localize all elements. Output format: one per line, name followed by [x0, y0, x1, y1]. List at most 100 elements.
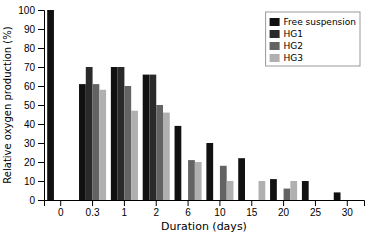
y-axis-line — [38, 11, 45, 201]
x-tick: 25 — [310, 200, 322, 218]
x-tick: 0.3 — [86, 200, 100, 218]
y-tick-label: 90 — [24, 24, 36, 35]
bar-series — [99, 90, 297, 200]
bar — [213, 200, 220, 201]
bar-series — [93, 84, 291, 200]
y-tick-label: 10 — [24, 176, 36, 187]
legend-item: HG2 — [270, 41, 303, 51]
y-tick-label: 70 — [24, 62, 36, 73]
y-tick-label: 20 — [24, 157, 36, 168]
x-tick-label: 0.3 — [86, 207, 100, 218]
x-axis-title: Duration (days) — [161, 220, 247, 233]
y-tick-mark — [38, 143, 44, 144]
y-tick-mark — [38, 200, 44, 201]
x-tick: 20 — [278, 200, 290, 218]
x-tick: 15 — [246, 200, 258, 218]
x-tick-mark — [283, 200, 284, 206]
x-tick: 6 — [185, 200, 191, 218]
y-tick-mark — [38, 124, 44, 125]
bar — [284, 189, 291, 200]
y-tick-label: 50 — [24, 100, 36, 111]
bar — [354, 200, 361, 201]
bar — [124, 86, 131, 200]
bar — [309, 200, 316, 201]
bar — [54, 200, 61, 201]
x-tick: 30 — [342, 200, 354, 218]
y-tick-mark — [38, 67, 44, 68]
bar — [47, 10, 54, 200]
y-tick-label: 0 — [29, 195, 35, 206]
chart: 0 10 20 30 40 50 60 70 80 90 100 0 0.3 1 2 6 10 15 20 25 30 F… — [0, 0, 374, 234]
bar — [175, 126, 182, 200]
bar — [181, 200, 188, 201]
y-tick-mark — [38, 48, 44, 49]
x-tick-label: 25 — [310, 207, 322, 218]
bar — [341, 200, 348, 201]
x-tick-label: 15 — [246, 207, 258, 218]
bar — [252, 200, 259, 201]
bar — [245, 200, 252, 201]
bar — [99, 90, 106, 200]
legend-swatch — [270, 18, 280, 26]
x-tick-label: 10 — [214, 207, 226, 218]
x-tick: 10 — [214, 200, 226, 218]
bar — [149, 75, 156, 200]
bar — [67, 200, 74, 201]
x-tick-label: 30 — [342, 207, 354, 218]
bar — [290, 181, 297, 200]
bar — [111, 67, 118, 200]
y-axis: 0 10 20 30 40 50 60 70 80 90 100 — [18, 5, 44, 206]
x-tick-label: 1 — [122, 207, 128, 218]
bar — [195, 162, 202, 200]
bar — [206, 143, 213, 200]
x-tick-mark — [347, 200, 348, 206]
bar — [188, 160, 195, 200]
legend-swatch — [270, 42, 280, 50]
legend-label: HG3 — [284, 53, 303, 63]
bar — [277, 200, 284, 201]
y-tick-label: 30 — [24, 138, 36, 149]
bar — [270, 179, 277, 200]
bar — [131, 111, 138, 200]
legend-label: HG1 — [284, 29, 303, 39]
x-tick-mark — [315, 200, 316, 206]
x-tick-label: 0 — [58, 207, 64, 218]
x-axis: 0 0.3 1 2 6 10 15 20 25 30 — [45, 200, 365, 218]
legend-item: HG1 — [270, 29, 303, 39]
x-tick-label: 6 — [185, 207, 191, 218]
x-tick-mark — [219, 200, 220, 206]
plot: 0 10 20 30 40 50 60 70 80 90 100 0 0.3 1 2 6 10 15 20 25 30 F… — [18, 5, 364, 218]
x-tick-label: 2 — [153, 207, 159, 218]
y-tick: 30 — [24, 138, 44, 149]
bar — [79, 84, 86, 200]
bar — [322, 200, 329, 201]
bar — [227, 181, 234, 200]
bar — [86, 67, 93, 200]
bar-series — [86, 67, 156, 200]
x-tick-mark — [60, 200, 61, 206]
x-axis-line — [45, 201, 365, 207]
y-tick-mark — [38, 86, 44, 87]
bar-series — [47, 10, 340, 200]
y-tick-label: 100 — [18, 5, 35, 16]
bars — [47, 10, 340, 200]
bar — [302, 181, 309, 200]
bar — [334, 192, 341, 200]
bar — [259, 181, 266, 200]
legend: Free suspension HG1 HG2 HG3 — [266, 12, 360, 66]
legend-label: HG2 — [284, 41, 303, 51]
y-axis-title: Relative oxygen production (%) — [2, 26, 13, 183]
y-tick-label: 40 — [24, 119, 36, 130]
y-tick-label: 60 — [24, 81, 36, 92]
x-tick: 1 — [122, 200, 128, 218]
y-tick: 70 — [24, 62, 44, 73]
legend-item: Free suspension — [270, 17, 356, 27]
legend-swatch — [270, 30, 280, 38]
y-tick: 80 — [24, 43, 44, 54]
bar — [238, 158, 245, 200]
x-tick-mark — [124, 200, 125, 206]
bar — [347, 200, 354, 201]
y-tick: 100 — [18, 5, 44, 16]
legend-item: HG3 — [270, 53, 303, 63]
bar — [93, 84, 100, 200]
